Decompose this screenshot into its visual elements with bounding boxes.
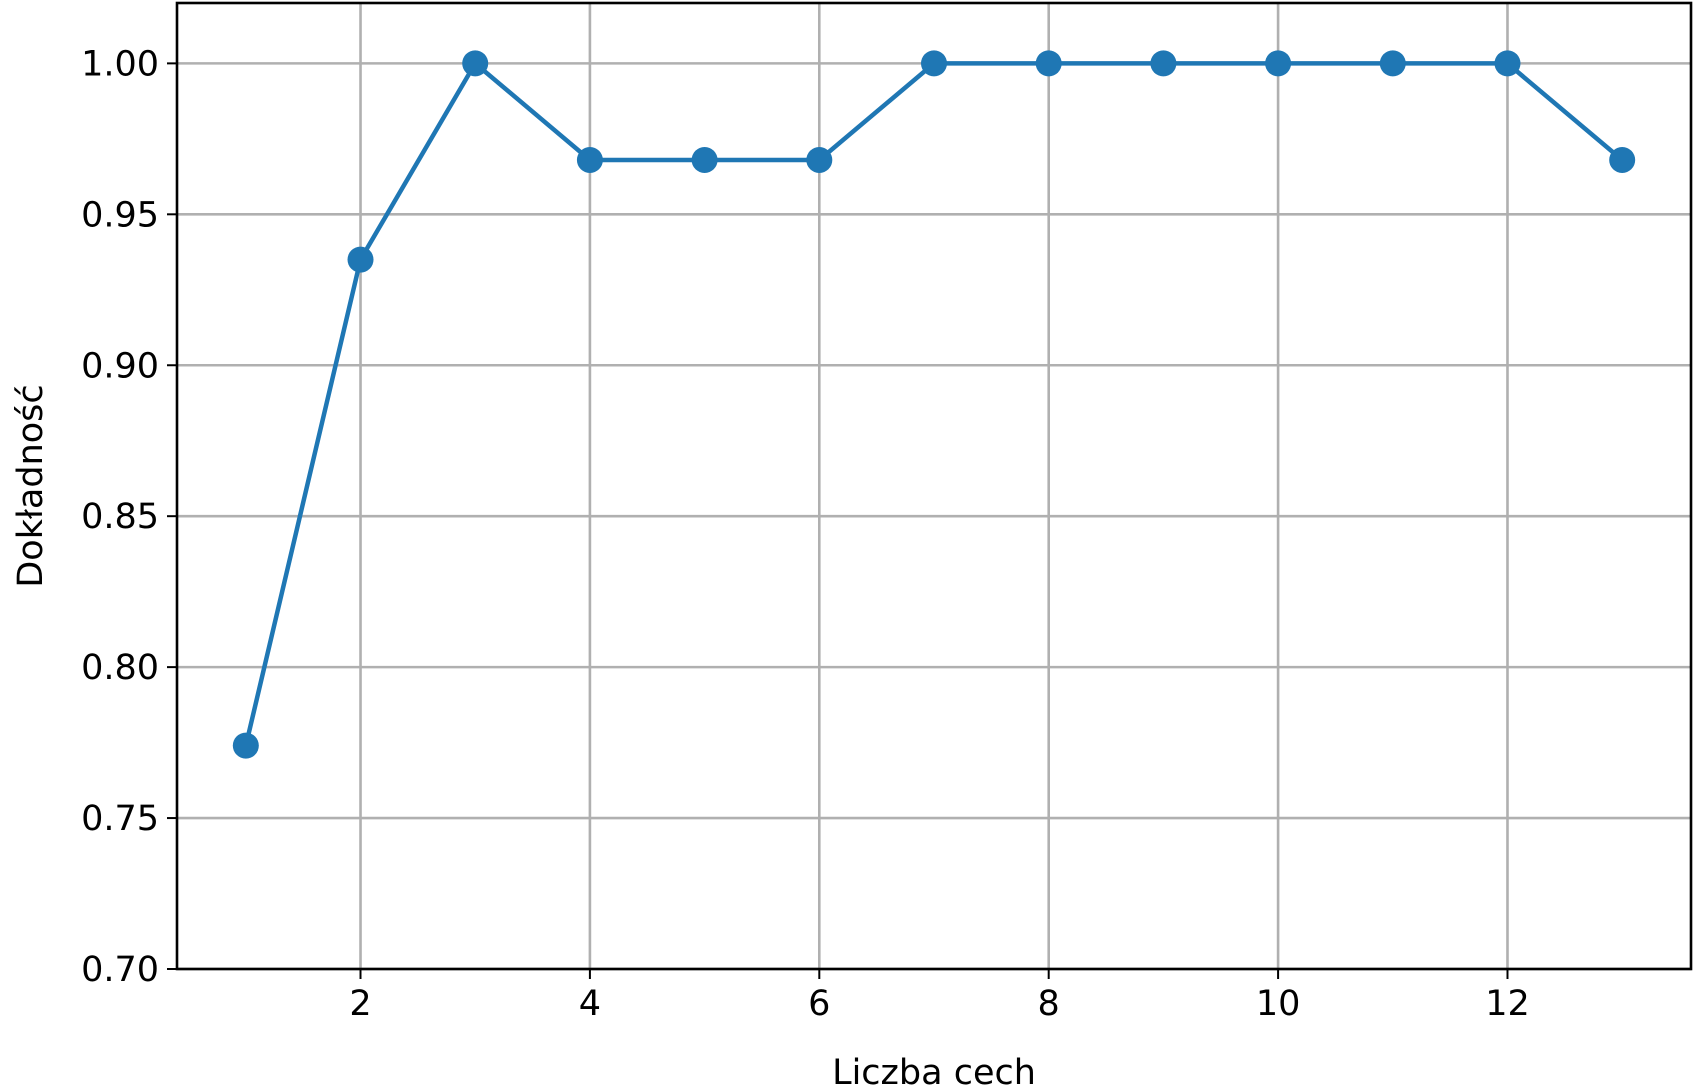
data-point bbox=[1609, 146, 1636, 173]
ticks: 2 4 6 8 10 12 0.70 0.75 0.80 0.85 0.90 0.95 1.00 bbox=[81, 44, 1530, 1024]
data-point bbox=[921, 50, 947, 77]
data-point bbox=[347, 246, 374, 273]
x-tick-label: 6 bbox=[808, 984, 830, 1024]
data-point bbox=[232, 732, 259, 759]
data-point bbox=[1494, 50, 1521, 77]
data-point bbox=[576, 146, 603, 173]
y-axis-label: Dokładność bbox=[11, 384, 51, 587]
y-tick-label: 0.75 bbox=[81, 799, 159, 839]
x-tick-label: 4 bbox=[579, 984, 601, 1024]
x-tick-label: 2 bbox=[349, 984, 371, 1024]
y-tick-label: 0.70 bbox=[81, 950, 159, 990]
grid bbox=[177, 3, 1691, 971]
series-line bbox=[243, 61, 1624, 747]
x-tick-label: 12 bbox=[1485, 984, 1530, 1024]
data-point bbox=[1150, 50, 1177, 77]
y-tick-label: 0.80 bbox=[81, 648, 159, 688]
y-tick-label: 1.00 bbox=[81, 44, 159, 84]
data-point bbox=[691, 146, 718, 173]
data-point bbox=[806, 146, 833, 173]
data-point bbox=[1265, 50, 1292, 77]
data-point bbox=[462, 50, 489, 77]
data-point bbox=[1379, 50, 1406, 77]
plot-frame bbox=[175, 1, 1693, 971]
x-tick-label: 10 bbox=[1256, 984, 1301, 1024]
data-point bbox=[1035, 50, 1062, 77]
x-axis-label: Liczba cech bbox=[832, 1053, 1036, 1086]
series-layer bbox=[232, 50, 1636, 759]
x-tick-label: 8 bbox=[1038, 984, 1060, 1024]
y-tick-label: 0.90 bbox=[81, 346, 159, 386]
y-tick-label: 0.95 bbox=[81, 195, 159, 235]
y-tick-label: 0.85 bbox=[81, 497, 159, 537]
